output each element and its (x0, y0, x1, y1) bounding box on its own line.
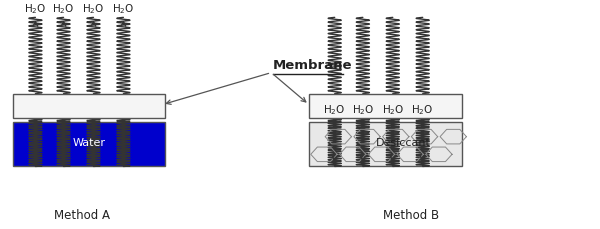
Text: Water: Water (73, 138, 106, 148)
Text: H$_2$O: H$_2$O (82, 3, 105, 16)
Text: H$_2$O: H$_2$O (412, 103, 434, 117)
Bar (309, 94, 461, 118)
Text: H$_2$O: H$_2$O (52, 3, 75, 16)
Bar (309, 122, 461, 166)
Text: H$_2$O: H$_2$O (352, 103, 374, 117)
Text: Method A: Method A (53, 209, 110, 221)
Text: Method B: Method B (383, 209, 439, 221)
Bar (13, 122, 166, 166)
Bar (13, 94, 166, 118)
Text: H$_2$O: H$_2$O (323, 103, 346, 117)
Text: H$_2$O: H$_2$O (24, 3, 47, 16)
Text: Desiccant: Desiccant (376, 138, 430, 148)
Text: Membrane: Membrane (273, 60, 353, 72)
Text: H$_2$O: H$_2$O (382, 103, 404, 117)
Text: H$_2$O: H$_2$O (112, 3, 134, 16)
